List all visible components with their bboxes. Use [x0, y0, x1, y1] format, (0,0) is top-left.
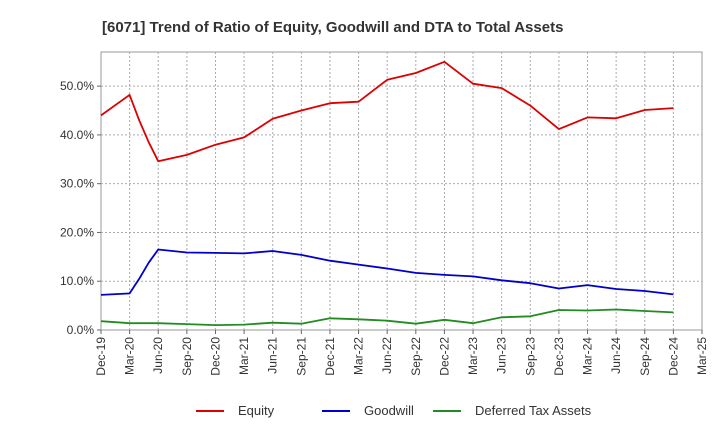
plot-area: [100, 51, 703, 331]
x-tick-label: Jun-21: [266, 337, 280, 374]
x-tick-label: Sep-20: [180, 337, 194, 376]
x-tick-label: Dec-23: [552, 337, 566, 376]
x-tick-label: Mar-20: [123, 337, 137, 375]
y-axis-ticks: 0.0% 10.0% 20.0% 30.0% 40.0% 50.0%: [60, 79, 101, 337]
x-tick-label: Dec-22: [437, 337, 451, 376]
x-tick-label: Jun-24: [609, 337, 623, 374]
y-tick-label: 40.0%: [60, 128, 94, 142]
y-tick-label: 0.0%: [67, 323, 95, 337]
x-axis-ticks: Dec-19 Mar-20 Jun-20 Sep-20 Dec-20 Mar-21 Jun-…: [94, 330, 709, 376]
legend-label: Deferred Tax Assets: [475, 403, 592, 418]
x-tick-label: Dec-20: [208, 337, 222, 376]
x-tick-label: Dec-24: [666, 337, 680, 376]
y-tick-label: 10.0%: [60, 274, 94, 288]
x-tick-label: Jun-23: [495, 337, 509, 374]
x-tick-label: Sep-24: [638, 337, 652, 376]
series-line-goodwill: [100, 248, 674, 296]
series-line-deferred-tax-assets: [100, 308, 674, 327]
y-tick-label: 30.0%: [60, 177, 94, 191]
x-tick-label: Sep-21: [294, 337, 308, 376]
grid-lines: [101, 52, 702, 330]
y-tick-label: 20.0%: [60, 225, 94, 239]
x-tick-label: Sep-22: [409, 337, 423, 376]
legend-label: Equity: [238, 403, 275, 418]
x-tick-label: Dec-19: [94, 337, 108, 376]
x-tick-label: Mar-23: [466, 337, 480, 375]
chart-title: [6071] Trend of Ratio of Equity, Goodwil…: [102, 19, 563, 36]
x-tick-label: Mar-24: [581, 337, 595, 375]
x-tick-label: Jun-22: [380, 337, 394, 374]
series-line-equity: [100, 60, 674, 163]
x-tick-label: Sep-23: [523, 337, 537, 376]
y-tick-label: 50.0%: [60, 79, 94, 93]
x-tick-label: Dec-21: [323, 337, 337, 376]
legend-label: Goodwill: [364, 403, 414, 418]
series-lines: [100, 60, 674, 327]
legend: Equity Goodwill Deferred Tax Assets: [196, 403, 592, 418]
x-tick-label: Mar-21: [237, 337, 251, 375]
x-tick-label: Mar-22: [352, 337, 366, 375]
x-tick-label: Jun-20: [151, 337, 165, 374]
x-tick-label: Mar-25: [695, 337, 709, 375]
